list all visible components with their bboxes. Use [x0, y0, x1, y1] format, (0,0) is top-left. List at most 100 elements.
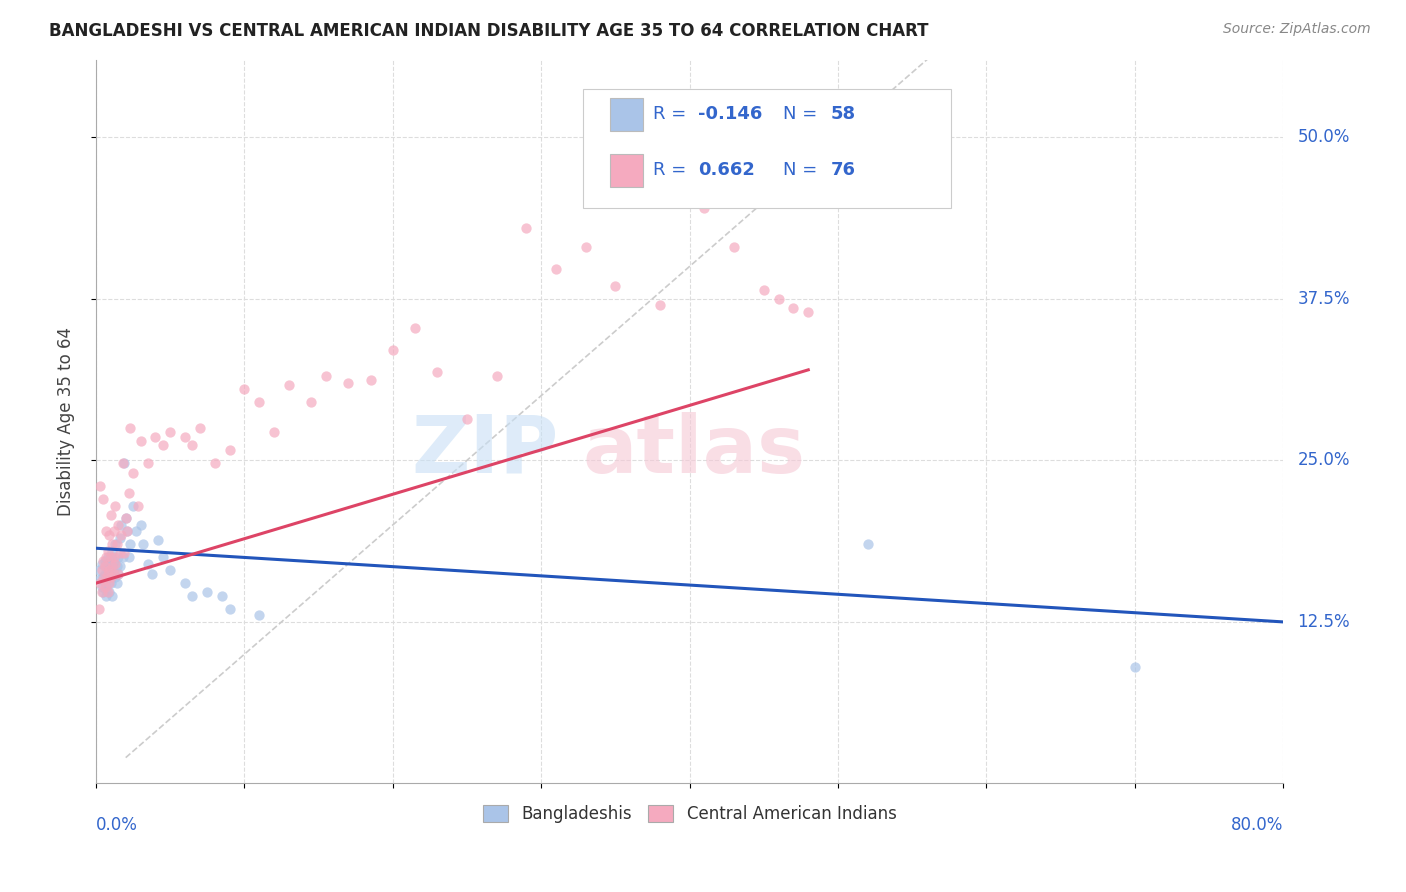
Point	[97, 544, 120, 558]
Point	[110, 528, 132, 542]
Point	[125, 524, 148, 539]
Point	[100, 576, 122, 591]
Text: 37.5%: 37.5%	[1298, 290, 1350, 308]
Point	[456, 412, 478, 426]
Text: 0.0%: 0.0%	[96, 816, 138, 834]
Point	[110, 518, 132, 533]
Point	[98, 576, 121, 591]
Text: N =: N =	[783, 161, 824, 179]
Point	[575, 240, 598, 254]
Point	[122, 467, 145, 481]
Text: 80.0%: 80.0%	[1230, 816, 1284, 834]
Point	[87, 602, 110, 616]
Point	[97, 569, 120, 583]
Point	[89, 572, 111, 586]
Point	[263, 425, 285, 439]
Point	[100, 550, 122, 565]
Point	[98, 557, 121, 571]
Point	[114, 511, 136, 525]
Point	[118, 550, 141, 565]
Point	[93, 572, 115, 586]
Text: BANGLADESHI VS CENTRAL AMERICAN INDIAN DISABILITY AGE 35 TO 64 CORRELATION CHART: BANGLADESHI VS CENTRAL AMERICAN INDIAN D…	[49, 22, 929, 40]
Point	[101, 559, 124, 574]
Point	[188, 421, 211, 435]
Point	[100, 569, 122, 583]
Point	[101, 544, 124, 558]
Point	[360, 373, 382, 387]
Legend: Bangladeshis, Central American Indians: Bangladeshis, Central American Indians	[477, 798, 903, 830]
Point	[120, 537, 142, 551]
Point	[159, 425, 181, 439]
Point	[115, 524, 138, 539]
Point	[108, 531, 131, 545]
Point	[299, 395, 322, 409]
Point	[105, 576, 128, 591]
Point	[98, 585, 121, 599]
Point	[174, 430, 197, 444]
Point	[1123, 660, 1146, 674]
Point	[100, 508, 122, 522]
Point	[112, 456, 135, 470]
Point	[103, 567, 125, 582]
Y-axis label: Disability Age 35 to 64: Disability Age 35 to 64	[58, 327, 75, 516]
Point	[111, 550, 134, 565]
Point	[605, 278, 627, 293]
Point	[856, 537, 879, 551]
Point	[100, 550, 122, 565]
Point	[98, 528, 121, 542]
Point	[120, 421, 142, 435]
Point	[96, 589, 118, 603]
Point	[544, 262, 567, 277]
Point	[404, 321, 426, 335]
Point	[107, 567, 129, 582]
Point	[648, 298, 671, 312]
Point	[91, 580, 114, 594]
Point	[129, 434, 152, 448]
Point	[136, 456, 159, 470]
Text: atlas: atlas	[582, 411, 806, 490]
Point	[141, 567, 163, 582]
Point	[112, 546, 135, 560]
Point	[129, 518, 152, 533]
Point	[693, 201, 716, 215]
Point	[768, 292, 790, 306]
Point	[101, 537, 124, 551]
Text: 0.662: 0.662	[697, 161, 755, 179]
Point	[96, 550, 118, 565]
Point	[98, 567, 121, 582]
Point	[211, 589, 233, 603]
Text: N =: N =	[783, 105, 824, 123]
Point	[108, 559, 131, 574]
Point	[247, 608, 270, 623]
Point	[337, 376, 360, 390]
Point	[115, 524, 138, 539]
Point	[195, 585, 218, 599]
Point	[132, 537, 155, 551]
Point	[127, 499, 149, 513]
Point	[93, 585, 115, 599]
Point	[218, 602, 240, 616]
Point	[94, 580, 117, 594]
Point	[93, 492, 115, 507]
Point	[108, 546, 131, 560]
Point	[89, 479, 111, 493]
Point	[96, 559, 118, 574]
Point	[136, 557, 159, 571]
Point	[94, 567, 117, 582]
Point	[96, 572, 118, 586]
Point	[152, 550, 174, 565]
Text: R =: R =	[652, 161, 692, 179]
Text: ZIP: ZIP	[412, 411, 560, 490]
Text: 25.0%: 25.0%	[1298, 451, 1350, 469]
Point	[247, 395, 270, 409]
Point	[381, 343, 404, 358]
Point	[96, 524, 118, 539]
Text: 50.0%: 50.0%	[1298, 128, 1350, 146]
Point	[105, 559, 128, 574]
Point	[89, 576, 111, 591]
Point	[103, 550, 125, 565]
Text: 58: 58	[831, 105, 856, 123]
Point	[101, 559, 124, 574]
Point	[111, 456, 134, 470]
Point	[91, 557, 114, 571]
